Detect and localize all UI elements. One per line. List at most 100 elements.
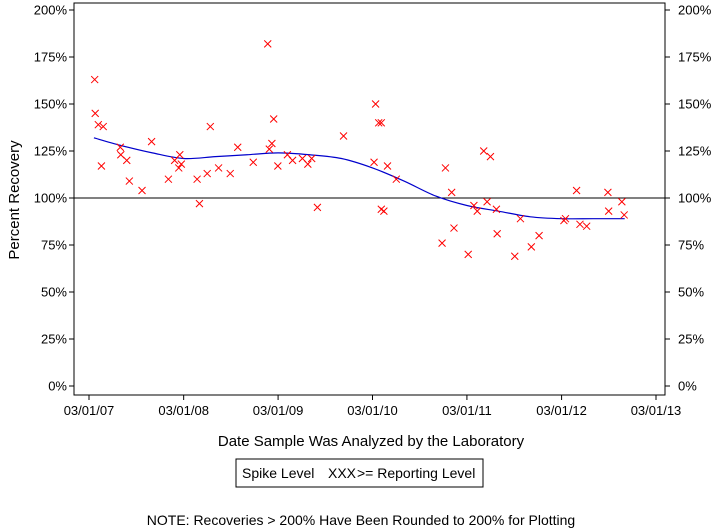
data-point: [177, 160, 186, 169]
data-point: [268, 139, 276, 148]
data-point: [370, 158, 378, 167]
data-point: [535, 231, 543, 240]
data-point: [303, 160, 312, 169]
data-point: [374, 118, 383, 127]
x-tick-label: 03/01/08: [158, 403, 209, 418]
data-point: [138, 186, 146, 195]
y-tick-label-right: 200%: [678, 3, 712, 18]
data-point: [94, 120, 103, 129]
data-point: [307, 154, 316, 163]
data-point: [206, 122, 215, 131]
y-tick-label-left: 0%: [48, 379, 67, 394]
data-point: [377, 205, 386, 214]
data-point: [313, 203, 322, 212]
data-point: [527, 243, 536, 251]
data-point: [383, 162, 392, 170]
data-point: [561, 214, 570, 223]
y-tick-label-left: 25%: [41, 332, 67, 347]
data-point: [339, 132, 348, 140]
data-point: [620, 211, 629, 219]
plot-frame: [73, 2, 666, 396]
data-point: [483, 197, 491, 206]
data-point: [164, 175, 173, 184]
x-tick-label: 03/01/07: [64, 403, 115, 418]
y-tick-label-right: 125%: [678, 144, 712, 159]
legend-marker: XXX: [328, 465, 357, 481]
data-point: [195, 199, 204, 208]
data-point: [265, 145, 274, 153]
y-tick-label-left: 100%: [34, 191, 68, 206]
data-point: [479, 147, 488, 155]
y-tick-label-left: 50%: [41, 285, 67, 300]
y-tick-label-left: 125%: [34, 144, 68, 159]
data-point: [233, 143, 242, 152]
data-point: [371, 100, 380, 108]
y-tick-label-right: 150%: [678, 97, 712, 112]
data-point: [438, 239, 446, 247]
trend-line: [93, 137, 625, 220]
data-point: [441, 164, 450, 172]
data-point: [175, 150, 184, 159]
x-axis: 03/01/07 03/01/08 03/01/09 03/01/10 03/01/11…: [64, 395, 682, 418]
x-tick-label: 03/01/11: [442, 403, 492, 418]
x-tick-label: 03/01/09: [253, 403, 304, 418]
data-point: [99, 122, 108, 131]
data-point: [377, 118, 386, 127]
data-point: [203, 169, 212, 178]
data-point: [147, 137, 156, 146]
data-point: [582, 222, 591, 231]
data-point: [473, 207, 482, 216]
data-point: [516, 214, 525, 223]
data-point: [392, 175, 401, 184]
data-point: [447, 188, 456, 197]
data-point: [91, 109, 100, 118]
y-tick-label-right: 100%: [678, 191, 712, 206]
data-point: [122, 156, 131, 165]
data-point: [510, 252, 519, 261]
legend-label: >= Reporting Level: [357, 465, 475, 481]
x-tick-label: 03/01/10: [347, 403, 398, 418]
y-tick-label-right: 0%: [678, 379, 697, 394]
data-point: [214, 164, 223, 172]
data-point: [604, 207, 613, 216]
x-axis-title: Date Sample Was Analyzed by the Laborato…: [218, 433, 525, 450]
data-point: [226, 169, 235, 178]
data-point: [470, 201, 478, 210]
y-tick-label-right: 25%: [678, 332, 704, 347]
data-point: [125, 177, 134, 185]
data-point: [450, 224, 458, 232]
data-point: [492, 205, 501, 214]
x-tick-label: 03/01/13: [631, 403, 682, 418]
data-point: [174, 164, 183, 172]
y-tick-label-left: 200%: [34, 3, 68, 18]
data-point: [493, 229, 502, 238]
data-point: [486, 152, 495, 161]
data-point: [90, 75, 99, 84]
data-point: [576, 220, 584, 229]
legend: Spike Level XXX >= Reporting Level: [235, 458, 484, 488]
data-point: [618, 197, 626, 206]
data-point: [116, 143, 125, 152]
y-axis-title: Percent Recovery: [6, 140, 23, 260]
note: NOTE: Recoveries > 200% Have Been Rounde…: [147, 512, 575, 528]
data-point: [249, 158, 258, 167]
y-tick-label-left: 150%: [34, 97, 68, 112]
y-tick-label-right: 75%: [678, 238, 704, 253]
y-tick-label-left: 75%: [41, 238, 67, 253]
legend-title: Spike Level: [242, 465, 314, 481]
data-point: [269, 115, 278, 123]
data-point: [97, 162, 106, 170]
data-point: [464, 250, 473, 259]
data-points: [90, 39, 629, 261]
data-point: [288, 156, 297, 165]
x-tick-label: 03/01/12: [536, 403, 587, 418]
y-tick-label-right: 50%: [678, 285, 704, 300]
data-point: [572, 186, 581, 195]
legend-box: [235, 458, 484, 488]
data-point: [273, 162, 282, 170]
y-axis-right: 0% 25% 50% 75% 100% 125% 150% 175% 200%: [665, 3, 712, 394]
y-tick-label-left: 175%: [34, 50, 68, 65]
data-point: [263, 39, 272, 48]
y-axis-left: 0% 25% 50% 75% 100% 125% 150% 175% 200%: [34, 3, 74, 394]
y-tick-label-right: 175%: [678, 50, 712, 65]
